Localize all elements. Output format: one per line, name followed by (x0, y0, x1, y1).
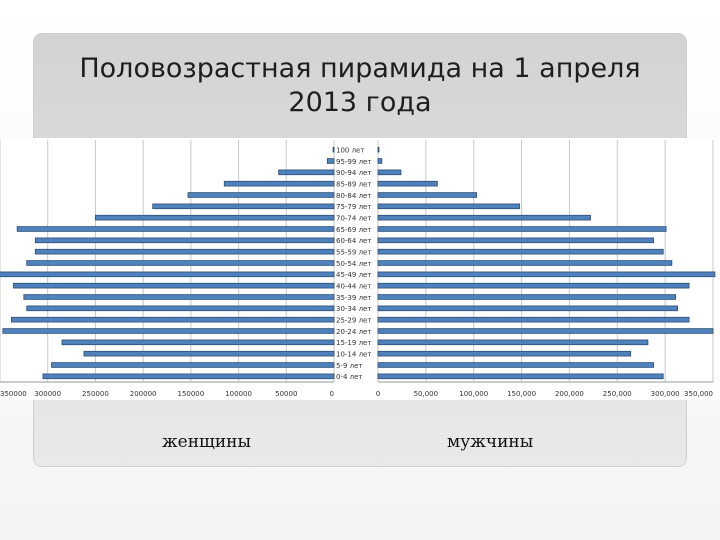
age-label-70-74-лет: 70-74 лет (336, 214, 371, 222)
bar-men-75-79-лет (377, 203, 521, 210)
age-label-30-34-лет: 30-34 лет (336, 305, 371, 313)
bar-women-35-39-лет (23, 294, 335, 300)
age-label-20-24-лет: 20-24 лет (336, 328, 371, 336)
bar-men-50-54-лет (377, 260, 673, 266)
tick-women-2: 100000 (225, 390, 252, 398)
age-label-0-4-лет: 0-4 лет (336, 373, 363, 381)
title-line-2: 2013 года (288, 87, 432, 118)
bar-men-20-24-лет (377, 328, 714, 334)
tick-men-7: 350,000 (684, 390, 713, 398)
tick-women-6: 300000 (34, 390, 61, 398)
bar-men-40-44-лет (377, 282, 690, 289)
age-label-95-99-лет: 95-99 лет (336, 158, 371, 166)
age-label-80-84-лет: 80-84 лет (336, 192, 371, 200)
bar-men-55-59-лет (377, 248, 664, 255)
age-label-45-49-лет: 45-49 лет (336, 271, 371, 279)
tick-men-6: 300,000 (651, 390, 680, 398)
bar-women-95-99-лет (326, 158, 335, 164)
bar-men-70-74-лет (377, 214, 591, 221)
bar-women-15-19-лет (61, 339, 335, 346)
bar-men-35-39-лет (377, 294, 677, 300)
tick-women-7: 350000 (0, 390, 27, 398)
bar-men-65-69-лет (377, 226, 667, 232)
tick-women-1: 50000 (275, 390, 297, 398)
bar-women-5-9-лет (51, 362, 335, 368)
axis-label-men: мужчины (447, 432, 534, 452)
bar-women-65-69-лет (16, 226, 335, 232)
axis-label-women: женщины (162, 432, 252, 452)
bars-women (0, 146, 335, 380)
bar-women-50-54-лет (26, 260, 335, 266)
bar-women-90-94-лет (278, 169, 335, 176)
age-label-60-64-лет: 60-64 лет (336, 237, 371, 245)
bar-men-0-4-лет (377, 373, 664, 380)
title-line-1: Половозрастная пирамида на 1 апреля (79, 53, 641, 84)
bar-men-45-49-лет (377, 271, 716, 278)
age-label-35-39-лет: 35-39 лет (336, 294, 371, 302)
bar-men-95-99-лет (377, 158, 383, 164)
age-label-65-69-лет: 65-69 лет (336, 226, 371, 234)
tick-women-4: 200000 (130, 390, 157, 398)
bar-men-60-64-лет (377, 237, 655, 244)
bar-women-0-4-лет (42, 373, 335, 380)
population-pyramid-chart: 0-4 лет 5-9 лет 10-14 лет 15-19 лет 20-24 ле… (0, 138, 720, 400)
slide-title: Половозрастная пирамида на 1 апреля 2013… (60, 52, 660, 120)
tick-men-5: 250,000 (603, 390, 632, 398)
age-label-15-19-лет: 15-19 лет (336, 339, 371, 347)
tick-women-3: 150000 (177, 390, 204, 398)
bar-men-10-14-лет (377, 350, 632, 357)
tick-women-5: 250000 (82, 390, 109, 398)
bar-women-70-74-лет (95, 214, 335, 221)
tick-labels-women: 0 50000 100000 150000 200000 250000 300000 3500… (0, 390, 334, 398)
bar-women-25-29-лет (11, 316, 335, 323)
age-label-10-14-лет: 10-14 лет (336, 350, 371, 358)
bar-women-10-14-лет (83, 350, 335, 357)
age-label-25-29-лет: 25-29 лет (336, 316, 371, 324)
bar-women-40-44-лет (12, 282, 335, 289)
age-label-55-59-лет: 55-59 лет (336, 248, 371, 256)
tick-labels-men: 0 50,000 100,000 150,000 200,000 250,000 300,0… (376, 390, 713, 398)
bar-women-100-лет (332, 146, 335, 153)
tick-men-4: 200,000 (555, 390, 584, 398)
bar-men-25-29-лет (377, 316, 690, 323)
bars-men (377, 146, 716, 380)
bar-men-90-94-лет (377, 169, 402, 176)
age-group-labels: 0-4 лет 5-9 лет 10-14 лет 15-19 лет 20-24 ле… (336, 146, 371, 381)
bar-men-100-лет (377, 146, 380, 153)
bar-women-45-49-лет (0, 271, 335, 278)
age-label-85-89-лет: 85-89 лет (336, 180, 371, 188)
age-label-40-44-лет: 40-44 лет (336, 282, 371, 290)
bar-men-15-19-лет (377, 339, 649, 346)
bar-women-80-84-лет (187, 192, 335, 198)
tick-women-0: 0 (330, 390, 334, 398)
age-label-100-лет: 100 лет (336, 146, 364, 154)
age-label-90-94-лет: 90-94 лет (336, 169, 371, 177)
bar-men-30-34-лет (377, 305, 678, 312)
bar-women-75-79-лет (152, 203, 335, 210)
bar-women-20-24-лет (2, 328, 335, 334)
tick-men-0: 0 (376, 390, 380, 398)
bar-men-85-89-лет (377, 180, 438, 187)
bar-men-5-9-лет (377, 362, 655, 368)
age-label-75-79-лет: 75-79 лет (336, 203, 371, 211)
bar-women-85-89-лет (223, 180, 335, 187)
age-label-5-9-лет: 5-9 лет (336, 362, 363, 370)
age-label-50-54-лет: 50-54 лет (336, 260, 371, 268)
bar-women-30-34-лет (26, 305, 335, 312)
tick-men-2: 100,000 (459, 390, 488, 398)
tick-men-3: 150,000 (507, 390, 536, 398)
bar-women-60-64-лет (34, 237, 335, 244)
chart-background (0, 138, 720, 400)
bar-men-80-84-лет (377, 192, 477, 198)
tick-men-1: 50,000 (414, 390, 439, 398)
bar-women-55-59-лет (34, 248, 335, 255)
